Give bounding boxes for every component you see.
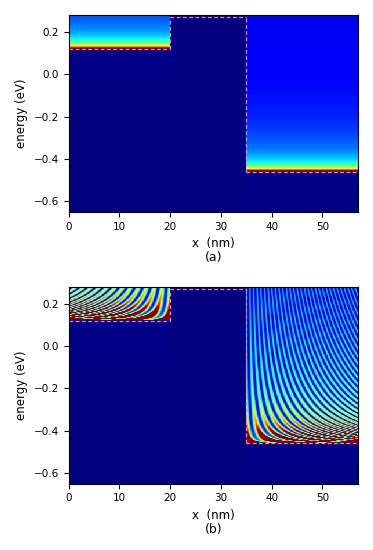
Text: (b): (b): [204, 523, 222, 536]
X-axis label: x  (nm): x (nm): [192, 237, 235, 250]
Y-axis label: energy (eV): energy (eV): [15, 350, 28, 420]
X-axis label: x  (nm): x (nm): [192, 509, 235, 522]
Text: (a): (a): [204, 251, 222, 264]
Y-axis label: energy (eV): energy (eV): [15, 79, 28, 148]
